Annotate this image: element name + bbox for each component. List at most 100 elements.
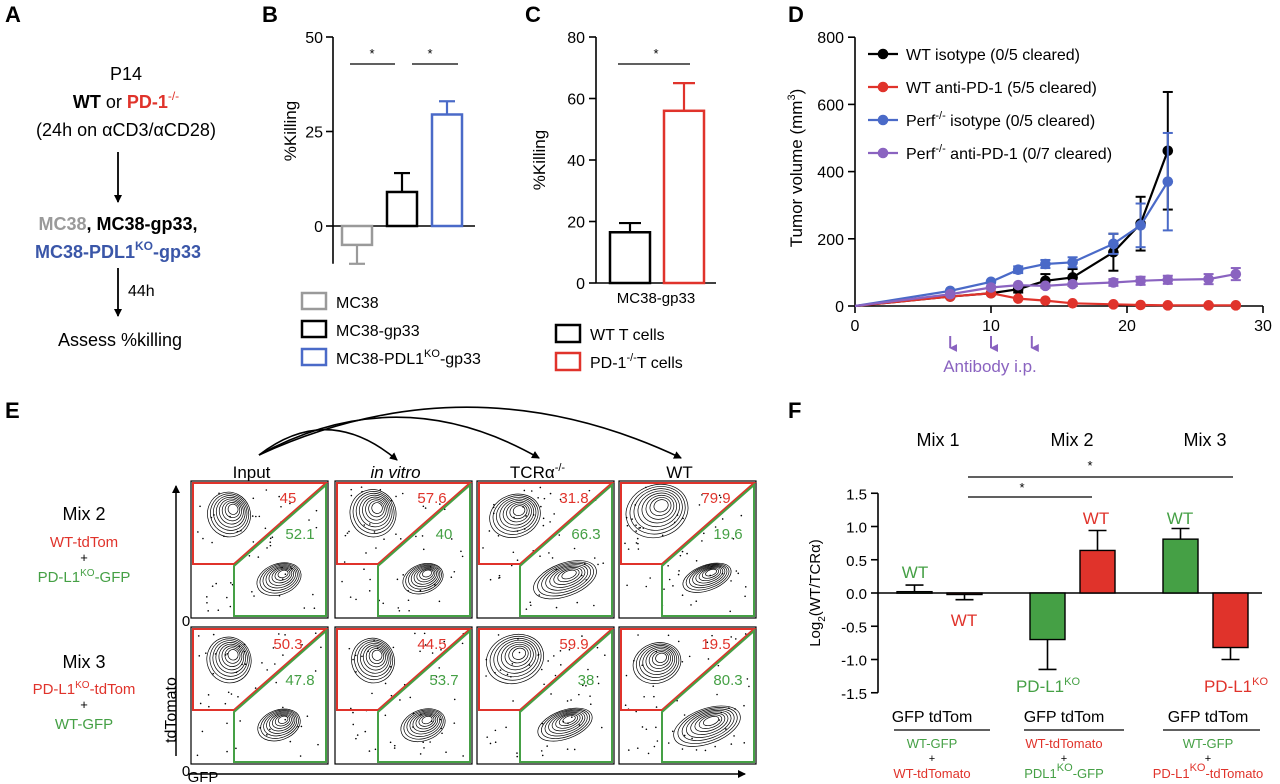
flow-contour: [277, 569, 289, 579]
flow-contour: [695, 566, 724, 584]
flow-event: [281, 567, 283, 569]
flow-event: [261, 662, 263, 664]
flow-event: [201, 730, 204, 733]
flow-contour: [649, 497, 672, 516]
flow-event: [415, 535, 417, 538]
flow-event: [695, 600, 698, 603]
tdtomato-percent: 50.3: [273, 636, 302, 653]
flow-event: [237, 695, 239, 698]
flow-event: [512, 551, 515, 554]
svg-text:PD-L1KO-tdTom: PD-L1KO-tdTom: [33, 680, 136, 698]
panel-c-y-tick-label: 80: [567, 30, 585, 47]
flow-event: [251, 591, 253, 593]
panel-f-bar-label: WT: [902, 563, 928, 582]
flow-contour: [215, 496, 246, 528]
flow-event: [551, 557, 554, 559]
flow-event: [566, 700, 569, 702]
panel-d-x-tick-label: 10: [982, 318, 1000, 335]
flow-event: [278, 495, 280, 498]
flow-event: [289, 502, 291, 505]
flow-contour: [489, 635, 542, 681]
flow-event: [412, 712, 415, 715]
flow-event: [226, 750, 228, 753]
gfp-gate: [519, 482, 613, 617]
flow-event: [397, 607, 400, 609]
flow-event: [379, 488, 382, 491]
flow-event: [199, 702, 202, 705]
flow-event: [573, 547, 576, 550]
panel-f-bar-label: PD-L1KO: [1204, 676, 1269, 696]
flow-event: [352, 658, 354, 661]
flow-event: [516, 752, 518, 754]
panel-d-y-tick-label: 800: [817, 30, 844, 47]
panel-d-point: [1012, 279, 1024, 291]
flow-event: [744, 586, 747, 588]
flow-event: [543, 683, 545, 686]
flow-event: [355, 737, 357, 740]
flow-event: [686, 552, 688, 555]
flow-event: [401, 492, 404, 495]
flow-event: [655, 706, 658, 708]
flow-event: [282, 706, 284, 709]
flow-event: [718, 494, 721, 497]
flow-event: [511, 662, 514, 665]
flow-event: [390, 499, 393, 502]
flow-event: [301, 643, 303, 646]
panel-f-sig-1: *: [1087, 458, 1092, 473]
flow-contour: [645, 648, 674, 672]
flow-event: [510, 675, 512, 678]
panel-d: D WT isotype (0/5 cleared) WT anti-PD-1 (…: [786, 2, 1272, 376]
panel-d-y-tick-label: 600: [817, 97, 844, 114]
flow-event: [718, 719, 721, 721]
flow-event: [593, 557, 596, 559]
flow-event: [541, 754, 544, 757]
flow-contour: [362, 644, 388, 671]
flow-event: [641, 726, 644, 728]
flow-contour: [633, 488, 683, 531]
flow-event: [368, 590, 371, 592]
gfp-gate: [233, 628, 327, 763]
panel-d-point: [1067, 298, 1078, 309]
column-label: in vitro: [370, 463, 420, 482]
flow-event: [419, 650, 421, 653]
flow-contour: [551, 712, 583, 732]
panel-f-y-tick-label: -1.5: [841, 686, 867, 703]
flow-event: [356, 734, 359, 736]
flow-event: [672, 585, 674, 587]
panel-d-point: [1135, 299, 1146, 311]
input-arrow: [258, 428, 398, 461]
flow-event: [252, 541, 255, 543]
flow-event: [289, 566, 292, 568]
flow-event: [368, 750, 371, 752]
flow-contour: [645, 494, 675, 520]
panel-a-targets-2: MC38-PDL1KO-gp33: [35, 239, 201, 262]
panel-f-y-tick-label: 0.0: [846, 586, 867, 603]
flow-event: [352, 723, 355, 726]
column-label: Input: [233, 463, 271, 482]
flow-event: [272, 647, 275, 649]
panel-d-legend: WT isotype (0/5 cleared) WT anti-PD-1 (5/…: [868, 47, 1112, 163]
flow-event: [229, 605, 232, 608]
flow-contour: [371, 502, 383, 514]
flow-event: [589, 695, 591, 697]
flow-event: [744, 633, 747, 635]
flow-event: [516, 755, 519, 758]
flow-event: [748, 685, 750, 688]
flow-event: [529, 601, 532, 604]
flow-event: [393, 744, 396, 747]
flow-event: [421, 535, 424, 537]
flow-event: [631, 518, 633, 520]
flow-contour: [263, 710, 298, 737]
flow-event: [374, 748, 377, 751]
flow-contour: [499, 498, 535, 529]
panel-d-point: [1203, 273, 1214, 285]
flow-contour: [553, 567, 583, 585]
x-group-header: GFP tdTom: [1024, 709, 1105, 726]
flow-event: [414, 632, 416, 635]
flow-contour: [637, 490, 680, 528]
panel-a-letter: A: [5, 2, 21, 27]
gfp-gate: [661, 482, 755, 617]
gfp-percent: 53.7: [429, 672, 458, 689]
panel-d-y-tick-label: 0: [835, 299, 844, 316]
flow-contour: [686, 710, 732, 738]
